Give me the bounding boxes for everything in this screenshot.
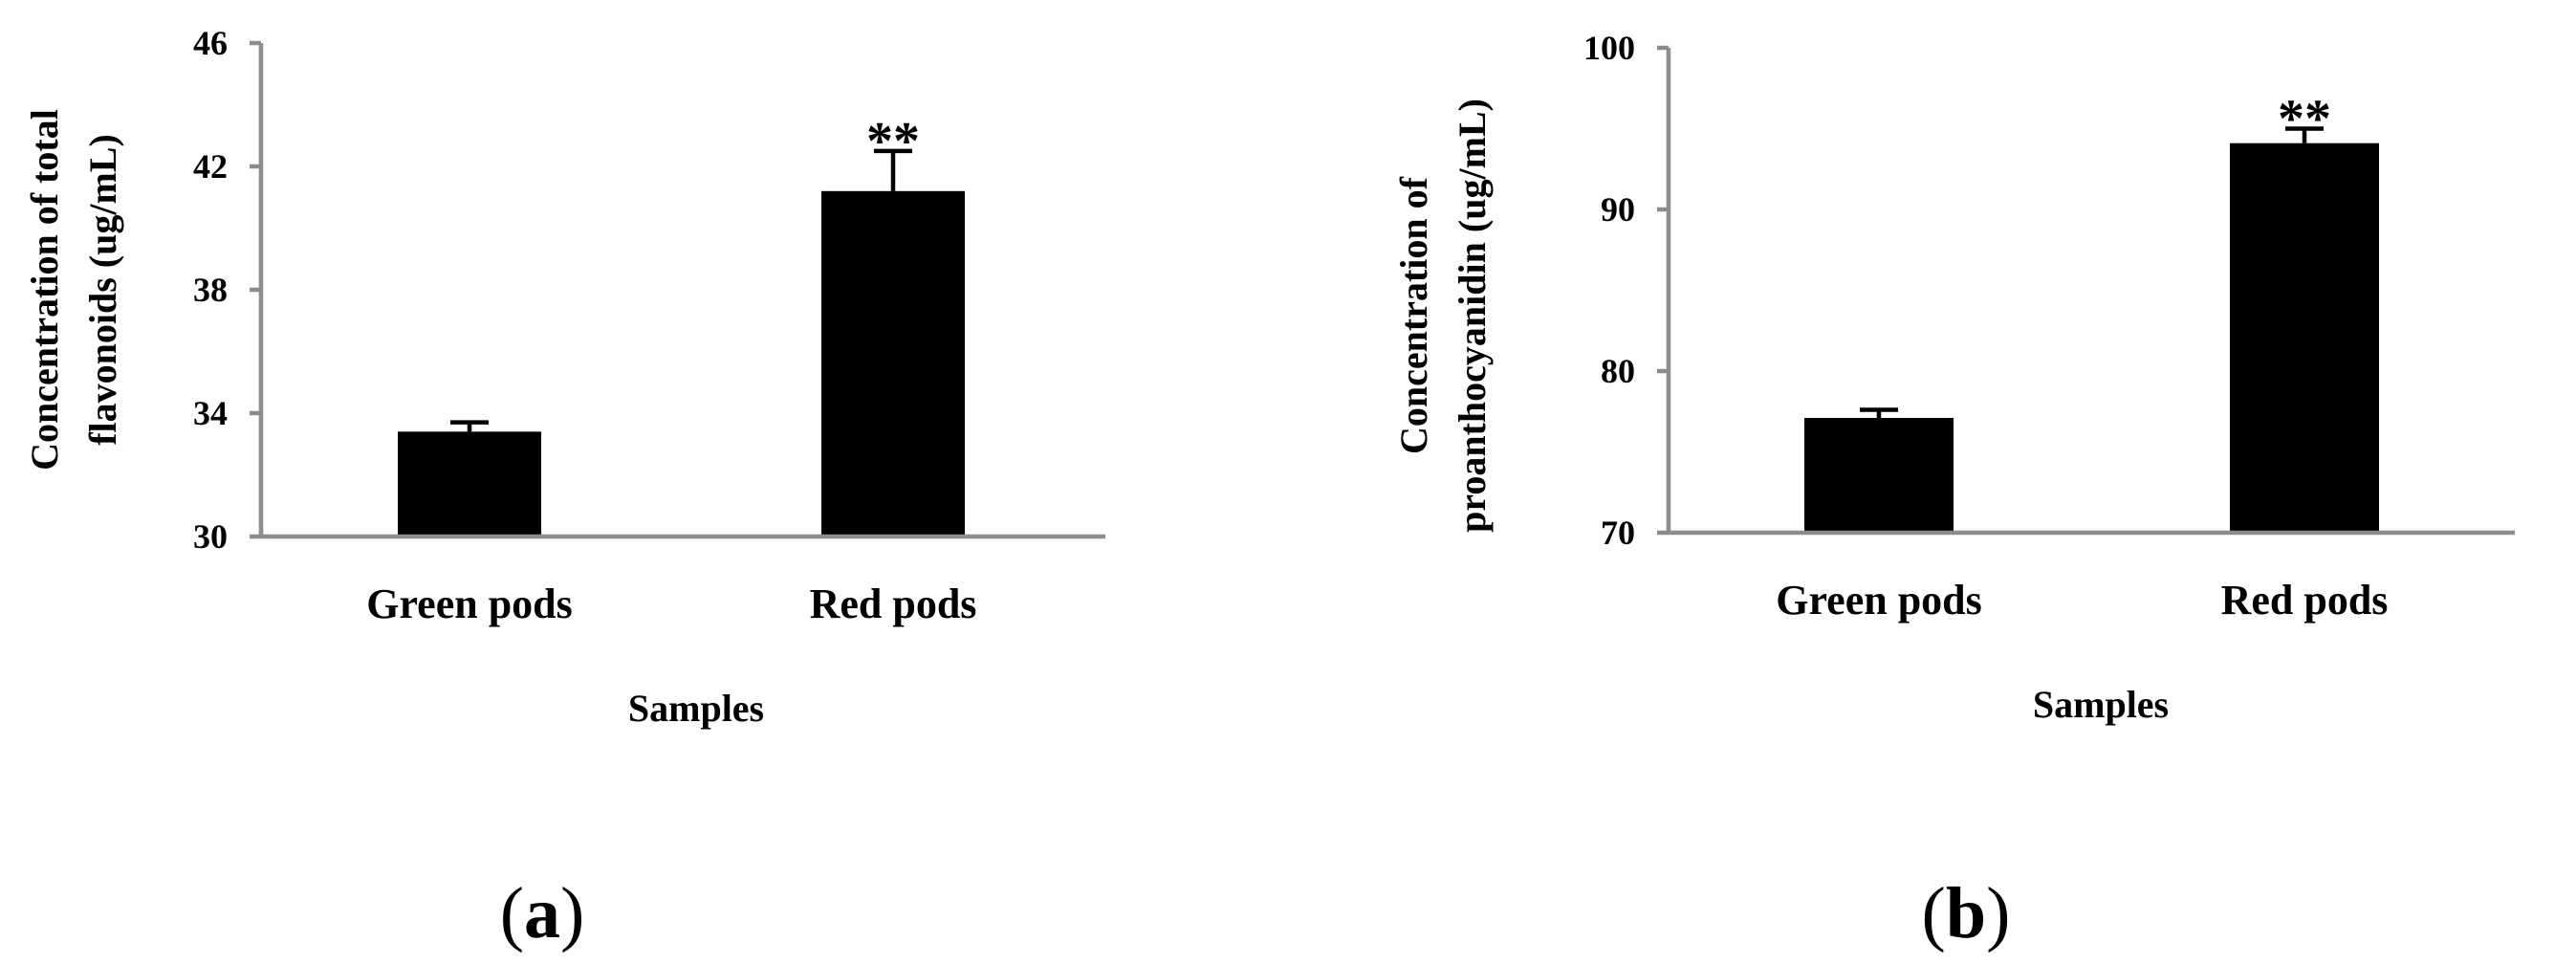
panel-a-label: (a) [500,873,585,953]
panel-a-x-axis-title: Samples [628,687,764,730]
panel-b-bar-red-pods [2230,142,2379,533]
panel-a-bars: ** [398,112,965,537]
panel-b-y-tick-label: 80 [1601,352,1635,390]
panel-a-y-tick-label: 38 [193,271,228,309]
panel-a-bar-green-pods [398,431,541,537]
panel-b-bar-green-pods [1804,418,1954,533]
panel-a-significance-label-red-pods: ** [866,112,920,171]
panel-b-y-tick-label: 100 [1583,29,1635,67]
panel-b-y-tick-label: 70 [1601,514,1635,552]
panel-a-category-label-red: Red pods [810,581,977,627]
panel-b-significance-label-red-pods: ** [2278,90,2331,149]
panel-a: 30 34 38 42 46 ** Green pods Red pods Sample… [23,24,1105,953]
panel-a-y-tick-label: 34 [193,394,228,432]
panel-b-x-axis-title: Samples [2033,683,2169,726]
panel-a-bar-red-pods [821,190,965,537]
panel-a-y-tick-label: 46 [193,24,228,62]
panel-b-y-axis-title-line-1: Concentration of [1392,176,1435,454]
panel-b-category-label-red: Red pods [2221,577,2389,624]
panel-a-y-tick-label: 30 [193,517,228,556]
panel-a-y-axis-title-line-1: Concentration of total [23,109,66,471]
panel-b-label: (b) [1922,873,2011,953]
panel-b-y-tick-label: 90 [1601,190,1635,229]
panel-b-category-label-green: Green pods [1776,577,1982,624]
panel-b-bars: ** [1804,90,2379,533]
panel-a-category-label-green: Green pods [366,581,573,627]
panel-b-y-axis-title-line-2: proanthocyanidin (ug/mL) [1451,99,1494,533]
panel-b: 70 80 90 100 ** Green pods Red pods Samples… [1392,29,2515,953]
panel-a-y-ticks: 30 34 38 42 46 [193,24,261,556]
panel-b-y-ticks: 70 80 90 100 [1583,29,1669,552]
panel-a-y-tick-label: 42 [193,147,228,186]
panel-a-y-axis-title-line-2: flavonoids (ug/mL) [81,134,124,446]
